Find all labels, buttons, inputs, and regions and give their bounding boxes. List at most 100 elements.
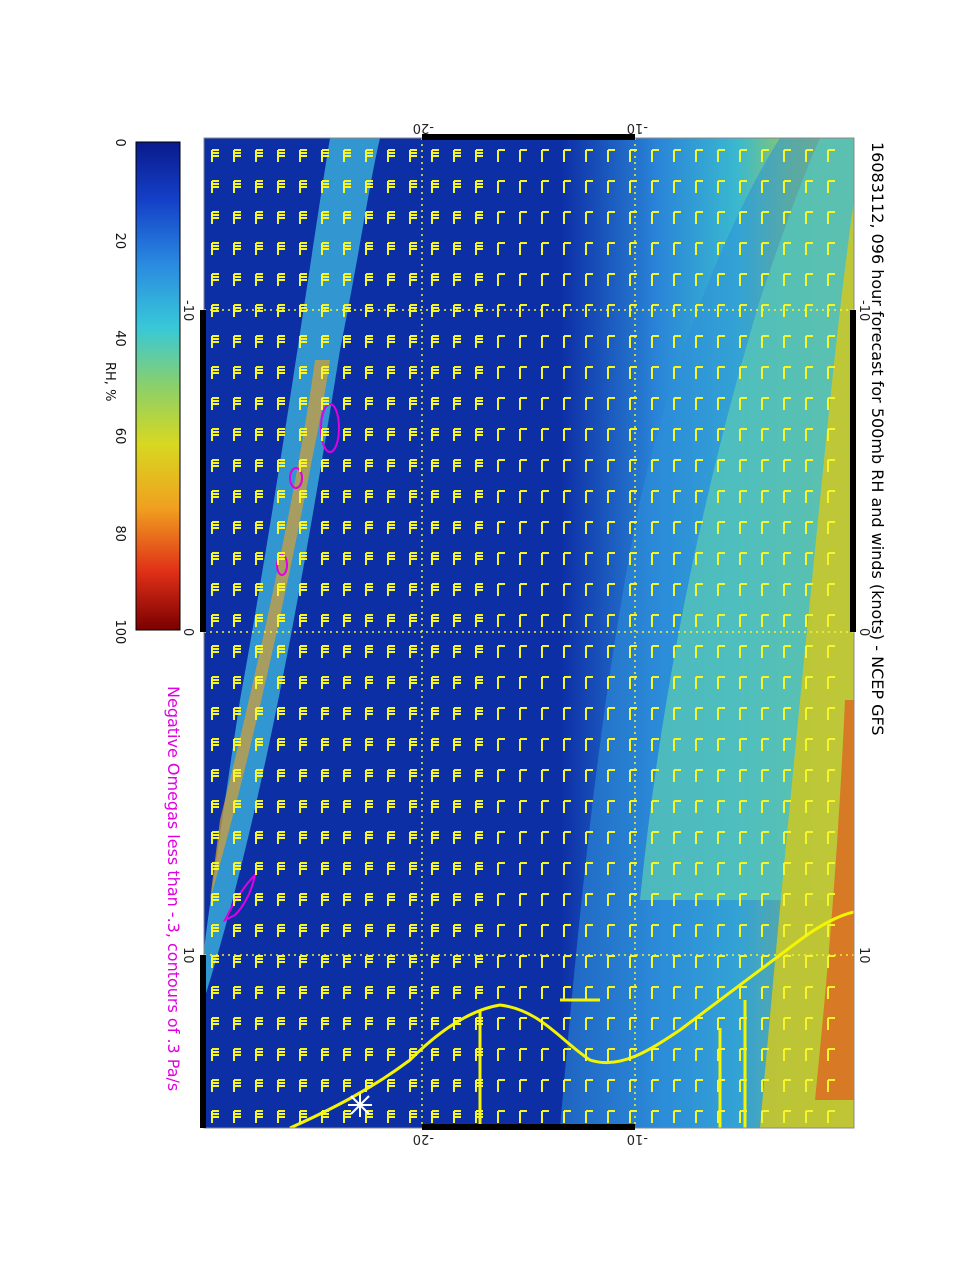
wind-barb bbox=[805, 986, 813, 999]
wind-barb bbox=[453, 583, 461, 596]
wind-barb bbox=[607, 738, 615, 751]
wind-barb bbox=[431, 521, 439, 534]
wind-barb bbox=[783, 614, 791, 627]
wind-barb bbox=[409, 490, 417, 503]
wind-barb bbox=[585, 862, 593, 875]
wind-barb bbox=[277, 1048, 285, 1061]
wind-barb bbox=[519, 335, 527, 348]
wind-barb bbox=[673, 769, 681, 782]
wind-barb bbox=[321, 490, 329, 503]
wind-barb bbox=[695, 304, 703, 317]
wind-barb bbox=[431, 800, 439, 813]
wind-barb bbox=[453, 1048, 461, 1061]
colorbar-tick-2: 40 bbox=[112, 330, 127, 347]
wind-barb bbox=[233, 1048, 241, 1061]
wind-barb bbox=[299, 645, 307, 658]
wind-barb bbox=[563, 986, 571, 999]
wind-barb bbox=[519, 180, 527, 193]
wind-barb bbox=[277, 645, 285, 658]
wind-barb bbox=[453, 335, 461, 348]
wind-barb bbox=[255, 924, 263, 937]
wind-barb bbox=[585, 490, 593, 503]
wind-barb bbox=[739, 707, 747, 720]
wind-barb bbox=[233, 955, 241, 968]
wind-barb bbox=[343, 242, 351, 255]
wind-barb bbox=[585, 180, 593, 193]
wind-barb bbox=[233, 428, 241, 441]
wind-barb bbox=[321, 180, 329, 193]
wind-barb bbox=[409, 1048, 417, 1061]
wind-barb bbox=[739, 521, 747, 534]
wind-barb bbox=[365, 738, 373, 751]
wind-barb bbox=[607, 1017, 615, 1030]
wind-barb bbox=[343, 211, 351, 224]
wind-barb bbox=[519, 924, 527, 937]
wind-barb bbox=[277, 831, 285, 844]
wind-barb bbox=[255, 490, 263, 503]
wind-barb bbox=[365, 1017, 373, 1030]
wind-barb bbox=[673, 955, 681, 968]
wind-barb bbox=[299, 459, 307, 472]
wind-barb bbox=[585, 955, 593, 968]
wind-barb bbox=[431, 645, 439, 658]
wind-barb bbox=[541, 707, 549, 720]
wind-barb bbox=[211, 521, 219, 534]
wind-barb bbox=[607, 614, 615, 627]
wind-barb bbox=[343, 149, 351, 162]
wind-barb bbox=[541, 955, 549, 968]
colorbar-tick-3: 60 bbox=[112, 428, 127, 445]
wind-barb bbox=[607, 521, 615, 534]
wind-barb bbox=[365, 924, 373, 937]
wind-barb bbox=[475, 583, 483, 596]
wind-barb bbox=[409, 149, 417, 162]
wind-barb bbox=[255, 800, 263, 813]
wind-barb bbox=[321, 428, 329, 441]
wind-barb bbox=[761, 242, 769, 255]
wind-barb bbox=[827, 1048, 835, 1061]
wind-barb bbox=[585, 459, 593, 472]
wind-barb bbox=[585, 893, 593, 906]
wind-barb bbox=[431, 304, 439, 317]
wind-barb bbox=[453, 273, 461, 286]
wind-barb bbox=[783, 986, 791, 999]
wind-barb bbox=[519, 583, 527, 596]
wind-barb bbox=[585, 707, 593, 720]
wind-barb bbox=[409, 924, 417, 937]
wind-barb bbox=[541, 397, 549, 410]
wind-barb bbox=[783, 676, 791, 689]
wind-barb bbox=[409, 273, 417, 286]
wind-barb bbox=[255, 397, 263, 410]
wind-barb bbox=[233, 676, 241, 689]
wind-barb bbox=[321, 862, 329, 875]
wind-barb bbox=[277, 676, 285, 689]
wind-barb bbox=[607, 924, 615, 937]
wind-barb bbox=[211, 490, 219, 503]
wind-barb bbox=[255, 676, 263, 689]
wind-barb bbox=[541, 1079, 549, 1092]
wind-barb bbox=[607, 428, 615, 441]
wind-barb bbox=[651, 924, 659, 937]
wind-barb bbox=[321, 707, 329, 720]
wind-barb bbox=[519, 149, 527, 162]
wind-barb bbox=[519, 614, 527, 627]
wind-barb bbox=[585, 521, 593, 534]
wind-barb bbox=[387, 986, 395, 999]
wind-barb bbox=[827, 149, 835, 162]
wind-barb bbox=[233, 831, 241, 844]
wind-barb bbox=[651, 521, 659, 534]
wind-barb bbox=[409, 1017, 417, 1030]
wind-barb bbox=[409, 986, 417, 999]
wind-barb bbox=[453, 1079, 461, 1092]
wind-barb bbox=[563, 242, 571, 255]
wind-barb bbox=[255, 614, 263, 627]
wind-barb bbox=[299, 862, 307, 875]
wind-barb bbox=[541, 1048, 549, 1061]
wind-barb bbox=[343, 273, 351, 286]
wind-barb bbox=[695, 1017, 703, 1030]
wind-barb bbox=[321, 955, 329, 968]
wind-barb bbox=[475, 242, 483, 255]
wind-barb bbox=[255, 552, 263, 565]
wind-barb bbox=[805, 893, 813, 906]
wind-barb bbox=[739, 583, 747, 596]
wind-barb bbox=[409, 552, 417, 565]
